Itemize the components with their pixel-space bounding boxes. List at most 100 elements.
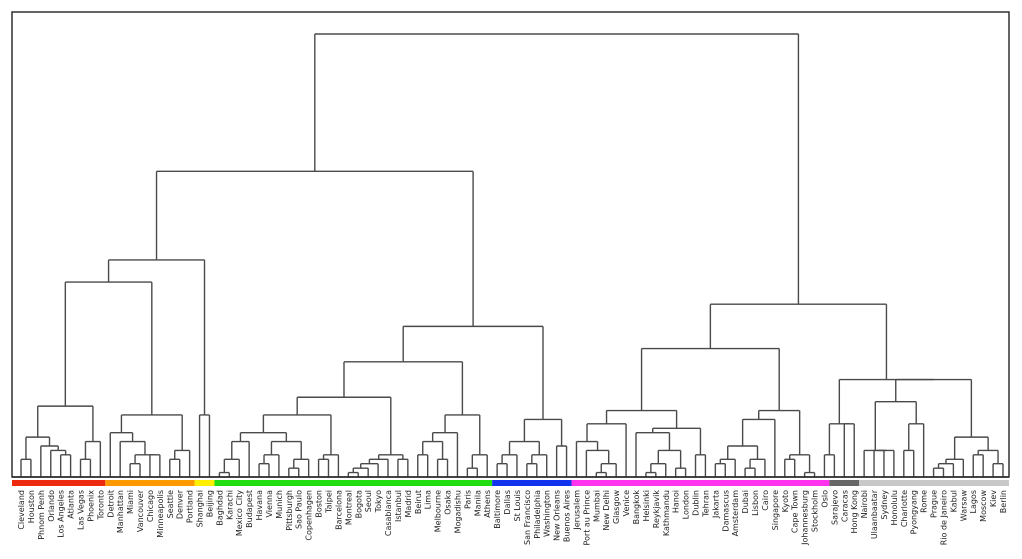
leaf-label: Nairobi [860,490,869,518]
leaf-label: Mogadishu [453,490,462,533]
cluster-color-bar [12,480,1009,486]
dendrogram-link-80 [843,423,855,477]
leaf-label: Budapest [245,490,254,528]
dendrogram-link-26 [270,440,302,460]
leaf-label: Jerusalem [572,490,581,531]
dendrogram-link-27 [239,432,288,442]
dendrogram-link-22 [258,463,270,477]
dendrogram-link-89 [937,463,955,477]
dendrogram-link-64 [635,432,671,477]
color-bar-group-4 [214,480,493,486]
leaf-label: Rio de Janeiro [939,490,948,545]
leaf-label: Berlin [999,490,1008,513]
leaf-label: Hanoi [672,490,681,513]
dendrogram-link-30 [262,414,332,455]
dendrogram-link-24 [288,467,300,477]
dendrogram-link-69 [719,458,736,477]
dendrogram-link-92 [992,463,1004,477]
leaf-label: Las Vegas [77,490,86,530]
leaf-label: Helsinki [642,490,651,521]
dendrogram-link-18 [107,259,206,415]
leaf-label: Miami [126,490,135,514]
leaf-label: Athens [483,490,492,518]
dendrogram-link-14 [174,449,191,477]
dendrogram-link-84 [863,449,887,477]
leaf-label: Paris [463,490,472,509]
leaf-label: Rome [920,490,929,513]
dendrogram-link-8 [129,463,141,477]
dendrogram-link-95 [895,378,973,438]
dendrogram-link-17 [198,414,211,477]
leaf-label: Tokyo [374,490,383,514]
dendrogram-link-47 [501,454,518,477]
dendrogram-link-53 [402,325,544,420]
leaf-label: Beijing [205,490,214,517]
dendrogram-link-1 [59,454,72,477]
leaf-label: Denver [176,489,185,519]
leaf-label: Minneapolis [156,490,165,538]
dendrogram-link-91 [972,454,984,477]
dendrogram-link-48 [526,463,538,477]
leaf-label: Melbourne [434,490,443,532]
leaf-label: Kabul [949,490,958,512]
leaf-label: Osaka [444,490,453,515]
dendrogram-links [12,33,1009,478]
dendrogram-link-81 [828,423,850,455]
leaf-label: Port au Prince [582,490,591,546]
dendrogram-link-37 [296,396,392,455]
dendrogram-link-77 [758,409,801,455]
leaf-label: Casablanca [384,490,393,536]
leaf-label: Lagos [969,490,978,514]
leaf-label: Mumbai [592,490,601,522]
dendrogram-link-49 [531,454,548,477]
leaf-label: Moscow [979,490,988,522]
dendrogram-link-68 [714,463,726,477]
leaf-labels: Cleveland Houston Phnom Penh Orlando Los Ang… [17,489,1008,546]
dendrogram-link-63 [657,449,682,469]
leaf-label: Amsterdam [731,490,740,537]
dendrogram-link-44 [444,414,481,455]
dendrogram-link-4 [25,436,51,460]
color-bar-group-6 [571,480,830,486]
leaf-label: London [682,490,691,519]
leaf-label: Atlanta [67,490,76,519]
leaf-label: Dallas [503,490,512,515]
dendrogram-link-38 [417,454,429,477]
leaf-label: Baltimore [493,490,502,529]
leaf-label: Damascus [721,490,730,532]
leaf-label: Los Angeles [57,490,66,538]
dendrogram-link-88 [932,467,945,477]
leaf-label: Baghdad [215,490,224,526]
dendrogram-link-70 [744,467,756,477]
leaf-label: Toronto [96,490,105,521]
leaf-label: San Francisco [523,490,532,545]
leaf-label: Karachi [225,490,234,520]
leaf-label: Manhattan [116,490,125,533]
leaf-label: Boston [315,490,324,518]
leaf-label: Bogota [354,490,363,518]
leaf-label: Warsaw [959,490,968,522]
dendrogram-link-74 [784,458,796,477]
dendrogram-link-23 [263,454,280,477]
leaf-label: Stockholm [811,490,820,532]
dendrogram-link-87 [874,400,917,451]
leaf-label: Sydney [880,490,889,520]
dendrogram-link-0 [20,458,32,477]
leaf-label: Philadelphia [533,490,542,539]
leaf-label: Kyoto [781,490,790,512]
leaf-label: St Louis [513,490,522,521]
leaf-label: Beirut [414,490,423,514]
leaf-label: Madrid [404,490,413,517]
leaf-label: Charlotte [900,490,909,527]
leaf-label: Barcelona [334,490,343,530]
dendrogram-link-29 [322,454,340,477]
dendrogram-link-62 [674,467,687,477]
dendrogram-link-20 [223,458,240,477]
leaf-label: Taipei [324,490,333,514]
leaf-label: Tehran [701,490,710,518]
color-bar-group-5 [492,480,572,486]
leaf-label: Munich [275,490,284,519]
dendrogram-link-78 [640,347,780,411]
leaf-label: Dubai [741,490,750,513]
